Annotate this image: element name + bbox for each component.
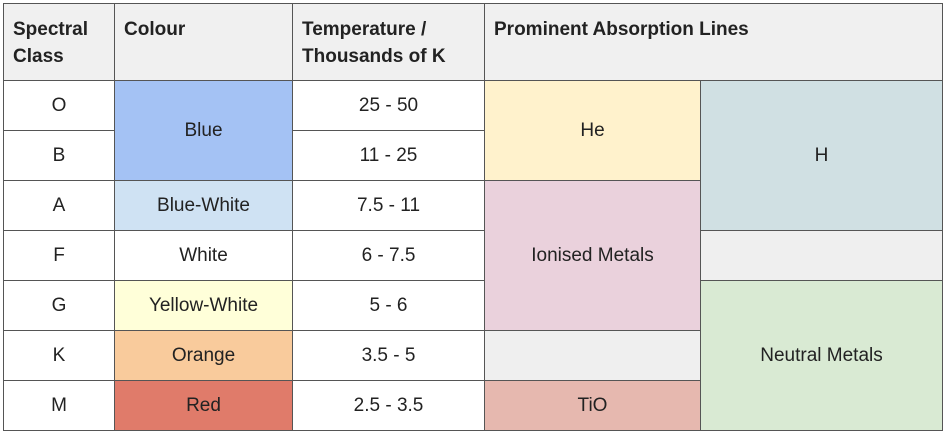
class-cell: B bbox=[3, 130, 115, 181]
absorption-cell-ionised-metals: Ionised Metals bbox=[484, 180, 701, 331]
header-row: Spectral Class Colour Temperature / Thou… bbox=[3, 3, 943, 81]
table-row-b: B 11 - 25 bbox=[3, 130, 943, 181]
temperature-cell: 11 - 25 bbox=[292, 130, 485, 181]
class-cell: O bbox=[3, 80, 115, 131]
table-row-a: A Blue-White 7.5 - 11 Ionised Metals bbox=[3, 180, 943, 331]
class-cell: G bbox=[3, 280, 115, 331]
table-row-o: O Blue 25 - 50 He H bbox=[3, 80, 943, 231]
temperature-cell: 2.5 - 3.5 bbox=[292, 380, 485, 431]
header-absorption-lines: Prominent Absorption Lines bbox=[484, 3, 943, 81]
colour-cell-blue-white: Blue-White bbox=[114, 180, 293, 231]
temperature-cell: 3.5 - 5 bbox=[292, 330, 485, 381]
table-row-f: F White 6 - 7.5 bbox=[3, 230, 943, 281]
header-colour: Colour bbox=[114, 3, 293, 81]
absorption-cell-h: H bbox=[700, 80, 943, 231]
temperature-cell: 6 - 7.5 bbox=[292, 230, 485, 281]
colour-cell-red: Red bbox=[114, 380, 293, 431]
colour-cell-blue: Blue bbox=[114, 80, 293, 181]
colour-cell-white: White bbox=[114, 230, 293, 281]
class-cell: F bbox=[3, 230, 115, 281]
table-row-g: G Yellow-White 5 - 6 Neutral Metals bbox=[3, 280, 943, 431]
colour-cell-yellow-white: Yellow-White bbox=[114, 280, 293, 331]
class-cell: A bbox=[3, 180, 115, 231]
header-spectral-class: Spectral Class bbox=[3, 3, 115, 81]
temperature-cell: 5 - 6 bbox=[292, 280, 485, 331]
temperature-cell: 25 - 50 bbox=[292, 80, 485, 131]
spectral-class-table: Spectral Class Colour Temperature / Thou… bbox=[3, 3, 943, 431]
temperature-cell: 7.5 - 11 bbox=[292, 180, 485, 231]
absorption-cell-empty bbox=[484, 330, 701, 381]
absorption-cell-tio: TiO bbox=[484, 380, 701, 431]
table-row-k: K Orange 3.5 - 5 bbox=[3, 330, 943, 381]
table-row-m: M Red 2.5 - 3.5 TiO bbox=[3, 380, 943, 431]
class-cell: K bbox=[3, 330, 115, 381]
header-temperature: Temperature / Thousands of K bbox=[292, 3, 485, 81]
absorption-cell-empty bbox=[700, 230, 943, 281]
absorption-cell-he: He bbox=[484, 80, 701, 181]
class-cell: M bbox=[3, 380, 115, 431]
colour-cell-orange: Orange bbox=[114, 330, 293, 381]
absorption-cell-neutral-metals: Neutral Metals bbox=[700, 280, 943, 431]
